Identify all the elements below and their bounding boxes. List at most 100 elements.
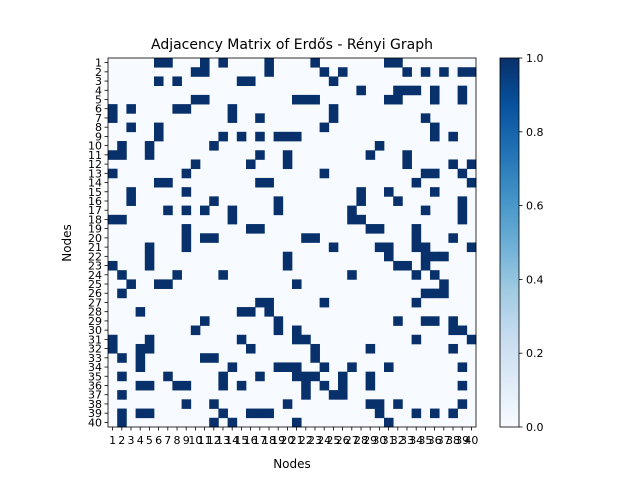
heatmap-cell bbox=[273, 362, 284, 372]
heatmap-cell bbox=[200, 67, 210, 77]
heatmap-cell bbox=[236, 131, 247, 142]
heatmap-cell bbox=[181, 399, 192, 409]
heatmap-cell bbox=[218, 131, 228, 142]
heatmap-cell bbox=[466, 242, 477, 253]
y-tick-label: 16 bbox=[88, 195, 102, 208]
heatmap-cell bbox=[328, 242, 339, 253]
x-tick-label: 39 bbox=[455, 434, 469, 447]
heatmap-cell bbox=[365, 224, 376, 234]
heatmap-cell bbox=[236, 76, 247, 87]
heatmap-cell bbox=[144, 141, 155, 151]
x-tick-label: 23 bbox=[308, 434, 322, 447]
heatmap-cell bbox=[466, 334, 477, 345]
heatmap-cell bbox=[144, 343, 155, 354]
y-tick-label: 3 bbox=[95, 75, 102, 88]
y-tick-label: 32 bbox=[88, 343, 102, 356]
heatmap-cell bbox=[384, 417, 394, 428]
heatmap-cell bbox=[347, 270, 357, 280]
heatmap-cell bbox=[430, 408, 440, 419]
heatmap-cell bbox=[273, 131, 284, 142]
plot-frame bbox=[107, 57, 477, 428]
heatmap-cell bbox=[255, 371, 265, 382]
heatmap-cell bbox=[347, 214, 357, 225]
heatmap-cell bbox=[411, 224, 422, 234]
heatmap-cell bbox=[154, 177, 164, 188]
y-tick-label: 28 bbox=[88, 306, 102, 319]
heatmap-cell bbox=[328, 113, 339, 123]
x-tick-label: 35 bbox=[418, 434, 432, 447]
heatmap-cell bbox=[420, 168, 431, 179]
heatmap-cell bbox=[365, 380, 376, 391]
x-tick-label: 30 bbox=[372, 434, 386, 447]
y-tick-label: 7 bbox=[95, 112, 102, 125]
y-tick-label: 12 bbox=[88, 158, 102, 171]
heatmap-cell bbox=[200, 58, 210, 68]
x-tick-label: 24 bbox=[317, 434, 331, 447]
x-tick-label: 5 bbox=[146, 434, 153, 447]
heatmap-cell bbox=[209, 196, 219, 206]
heatmap-cell bbox=[448, 343, 458, 354]
heatmap-cell bbox=[411, 177, 422, 188]
heatmap-cell bbox=[430, 122, 440, 133]
x-tick-label: 14 bbox=[225, 434, 239, 447]
heatmap-cell bbox=[328, 104, 339, 114]
heatmap-cell bbox=[227, 417, 238, 428]
heatmap-cell bbox=[135, 380, 146, 391]
heatmap-cell bbox=[466, 67, 477, 77]
heatmap-cell bbox=[255, 224, 265, 234]
heatmap-cell bbox=[338, 390, 348, 400]
heatmap-cell bbox=[356, 187, 366, 197]
x-tick-label: 33 bbox=[400, 434, 414, 447]
x-tick-label: 11 bbox=[198, 434, 212, 447]
heatmap-cell bbox=[236, 334, 247, 345]
heatmap-cell bbox=[402, 85, 412, 96]
heatmap-cell bbox=[135, 408, 146, 419]
x-tick-label: 20 bbox=[280, 434, 294, 447]
heatmap-cell bbox=[347, 205, 357, 216]
heatmap-cell bbox=[310, 353, 320, 363]
heatmap-cell bbox=[172, 380, 182, 391]
heatmap-cell bbox=[365, 371, 376, 382]
heatmap-cell bbox=[246, 343, 256, 354]
heatmap-cell bbox=[319, 380, 330, 391]
y-tick-label: 9 bbox=[95, 130, 102, 143]
heatmap-cell bbox=[209, 233, 219, 243]
y-tick-label: 2 bbox=[95, 66, 102, 79]
heatmap-cell bbox=[135, 362, 146, 372]
heatmap-cell bbox=[310, 343, 320, 354]
heatmap-cell bbox=[117, 150, 127, 160]
heatmap-cell bbox=[218, 58, 228, 68]
heatmap-cell bbox=[172, 104, 182, 114]
y-tick-label: 31 bbox=[88, 333, 102, 346]
heatmap-cell bbox=[292, 131, 302, 142]
heatmap-cell bbox=[384, 58, 394, 68]
y-tick-label: 6 bbox=[95, 103, 102, 116]
heatmap-cell bbox=[448, 159, 458, 170]
heatmap-cell bbox=[457, 380, 468, 391]
heatmap-cell bbox=[163, 205, 173, 216]
x-axis-ticks: 1 2 3 4 5 6 7 8 91011121314151617181920212223242… bbox=[109, 427, 478, 447]
heatmap-cell bbox=[393, 94, 403, 105]
heatmap-cell bbox=[430, 251, 440, 262]
heatmap-cell bbox=[402, 67, 412, 77]
heatmap-cell bbox=[273, 316, 284, 326]
heatmap-cell bbox=[135, 353, 146, 363]
heatmap-cell bbox=[200, 316, 210, 326]
heatmap-cell bbox=[439, 288, 449, 299]
y-tick-label: 34 bbox=[88, 361, 102, 374]
heatmap-cell bbox=[457, 399, 468, 409]
heatmap-cell bbox=[181, 187, 192, 197]
y-tick-label: 26 bbox=[88, 287, 102, 300]
heatmap-cell bbox=[457, 94, 468, 105]
heatmap-cell bbox=[356, 85, 366, 96]
heatmap-cell bbox=[292, 334, 302, 345]
heatmap-cell bbox=[338, 371, 348, 382]
heatmap-cell bbox=[181, 104, 192, 114]
x-tick-label: 34 bbox=[409, 434, 423, 447]
x-tick-label: 16 bbox=[244, 434, 258, 447]
heatmap-cell bbox=[108, 150, 118, 160]
heatmap-cell bbox=[163, 371, 173, 382]
x-tick-label: 3 bbox=[128, 434, 135, 447]
heatmap-cell bbox=[181, 233, 192, 243]
